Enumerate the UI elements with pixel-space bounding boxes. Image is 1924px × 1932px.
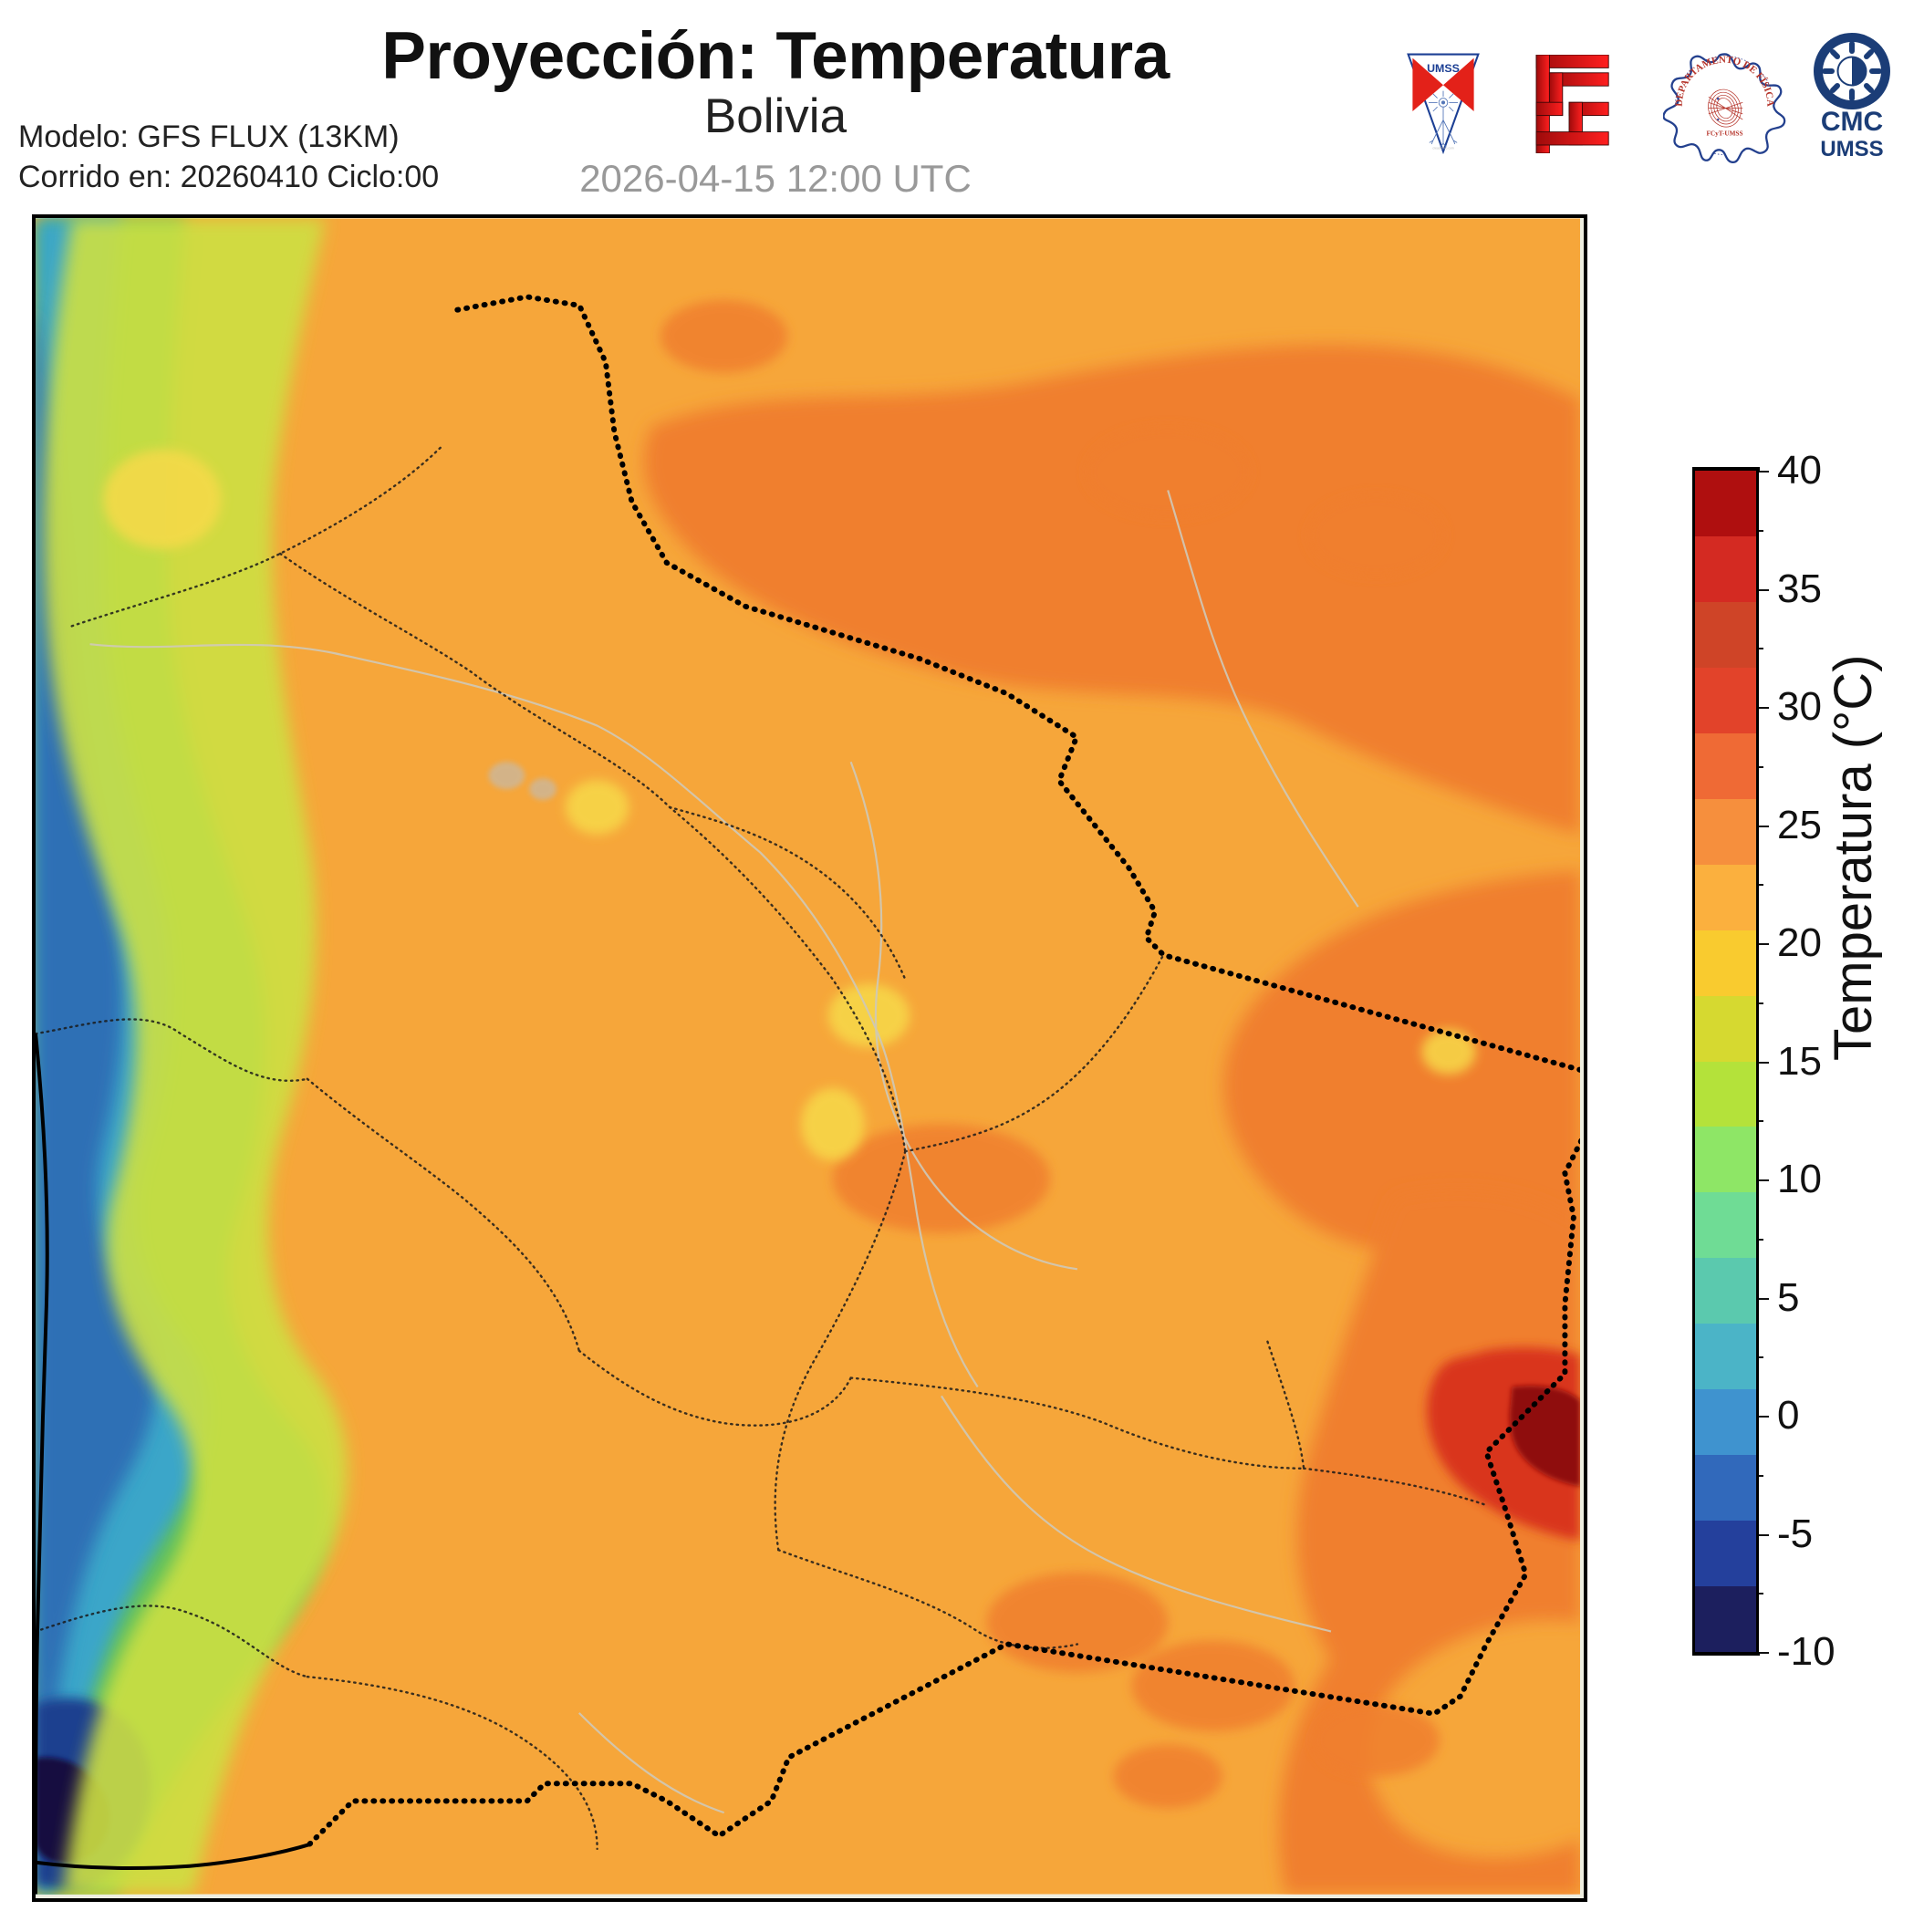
svg-text:UMSS: UMSS: [1820, 137, 1883, 161]
svg-text:creadictivo.com: creadictivo.com: [1432, 147, 1454, 151]
svg-text:CMC: CMC: [1821, 107, 1883, 137]
svg-text:UMSS: UMSS: [1427, 62, 1460, 75]
svg-text:FCyT-UMSS: FCyT-UMSS: [1706, 130, 1742, 138]
